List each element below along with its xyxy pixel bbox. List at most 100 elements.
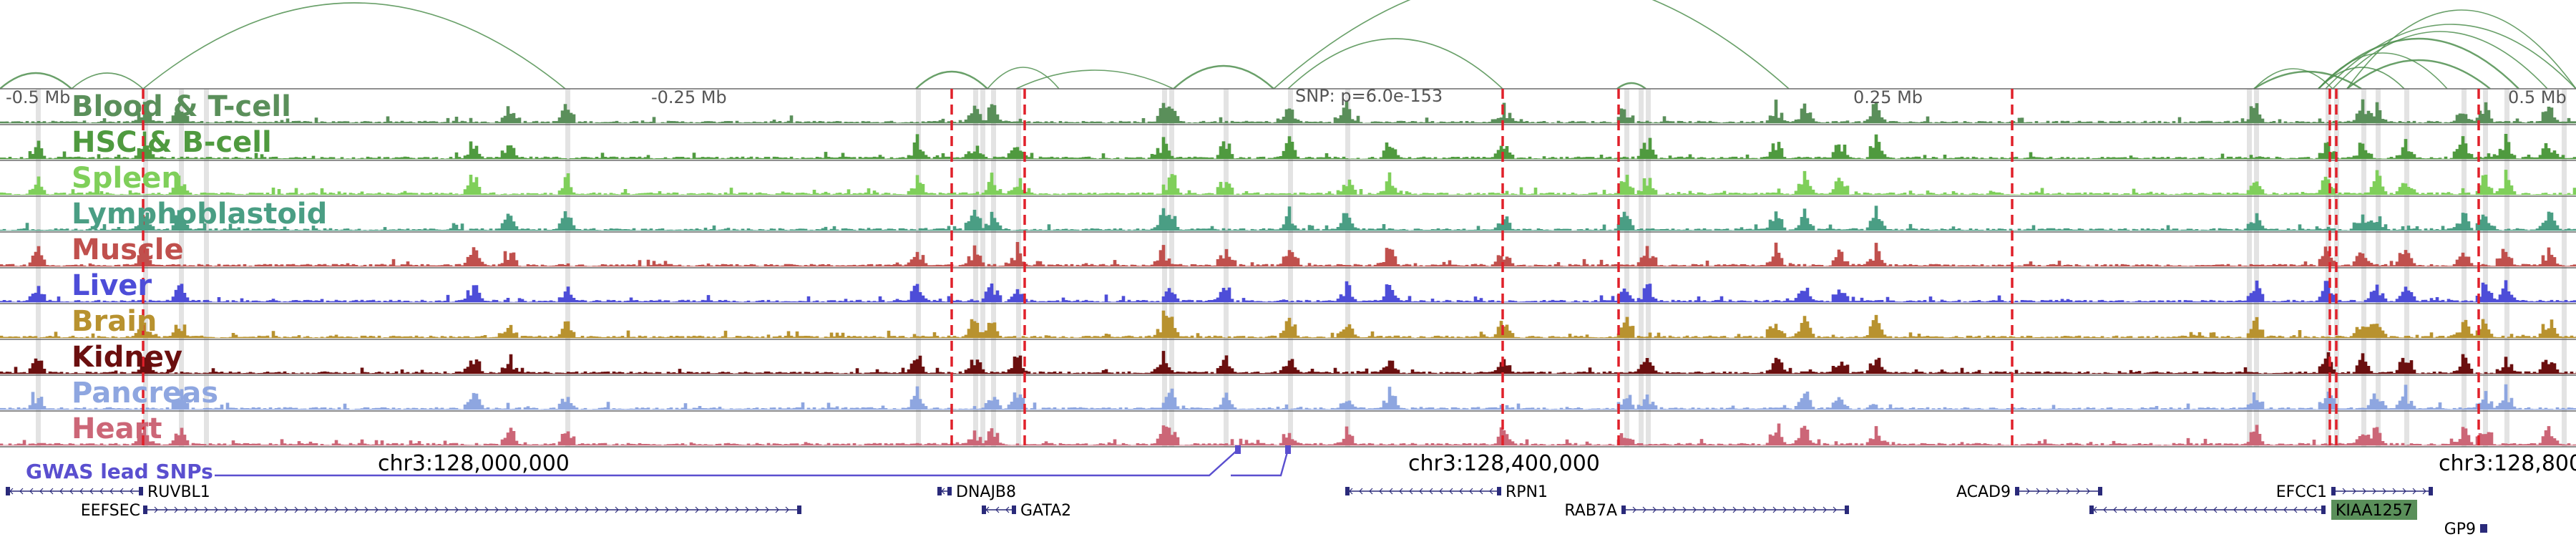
signal-peaks — [0, 310, 2576, 339]
exon — [2015, 487, 2019, 495]
scale-label-mid-right: 0.25 Mb — [1853, 87, 1923, 107]
strand-chevron — [164, 506, 168, 513]
strand-chevron — [234, 506, 238, 513]
signal-track — [0, 339, 2576, 374]
strand-chevron — [665, 506, 669, 513]
strand-chevron — [1702, 506, 1707, 513]
strand-chevron — [174, 506, 178, 513]
strand-chevron — [2153, 506, 2157, 513]
exon — [143, 505, 147, 514]
track-label: Kidney — [72, 341, 182, 374]
strand-chevron — [2203, 506, 2207, 513]
strand-chevron — [2046, 488, 2050, 495]
signal-track — [0, 195, 2576, 231]
interaction-arc — [2325, 24, 2576, 90]
exon — [1497, 487, 1501, 495]
signal-peaks — [0, 351, 2576, 374]
strand-chevron — [2036, 488, 2040, 495]
strand-chevron — [324, 506, 328, 513]
strand-chevron — [79, 488, 84, 495]
strand-chevron — [1005, 506, 1010, 513]
gene-label: RUVBL1 — [147, 483, 210, 501]
strand-chevron — [2412, 488, 2416, 495]
strand-chevron — [2283, 506, 2288, 513]
strand-chevron — [565, 506, 569, 513]
strand-chevron — [1802, 506, 1807, 513]
strand-chevron — [1732, 506, 1737, 513]
signal-track — [0, 160, 2576, 195]
strand-chevron — [394, 506, 399, 513]
gene-label: GATA2 — [1020, 502, 1071, 520]
strand-chevron — [19, 488, 24, 495]
strand-chevron — [364, 506, 369, 513]
interaction-arc — [987, 67, 1060, 90]
signal-peaks — [0, 205, 2576, 231]
scale-label-mid-left: -0.25 Mb — [651, 87, 727, 107]
track-label: Liver — [72, 269, 152, 302]
signal-peaks — [0, 280, 2576, 303]
signal-track — [0, 410, 2576, 446]
strand-chevron — [504, 506, 509, 513]
strand-chevron — [1409, 488, 1413, 495]
strand-chevron — [735, 506, 739, 513]
strand-chevron — [89, 488, 94, 495]
strand-chevron — [615, 506, 619, 513]
strand-chevron — [2056, 488, 2060, 495]
strand-chevron — [645, 506, 649, 513]
strand-chevron — [2183, 506, 2187, 513]
gene: RUVBL1 — [6, 483, 210, 501]
exon — [2331, 487, 2336, 495]
strand-chevron — [2026, 488, 2030, 495]
strand-chevron — [434, 506, 439, 513]
strand-chevron — [294, 506, 298, 513]
strand-chevron — [1399, 488, 1403, 495]
strand-chevron — [525, 506, 529, 513]
interaction-arc — [1287, 38, 1503, 90]
track-label: Heart — [72, 412, 162, 445]
strand-chevron — [695, 506, 699, 513]
strand-chevron — [374, 506, 379, 513]
signal-track — [0, 303, 2576, 339]
signal-track — [0, 88, 2576, 124]
strand-chevron — [99, 488, 104, 495]
strand-chevron — [109, 488, 114, 495]
strand-chevron — [1712, 506, 1717, 513]
strand-chevron — [535, 506, 539, 513]
strand-chevron — [1742, 506, 1747, 513]
strand-chevron — [2273, 506, 2278, 513]
strand-chevron — [995, 506, 1000, 513]
gene-label: EEFSEC — [81, 502, 140, 520]
exon — [2480, 524, 2484, 533]
gene: ACAD9 — [1956, 483, 2102, 501]
strand-chevron — [474, 506, 479, 513]
exon — [2483, 524, 2487, 533]
strand-chevron — [2402, 488, 2406, 495]
strand-chevron — [69, 488, 74, 495]
exon — [139, 487, 143, 495]
strand-chevron — [1449, 488, 1453, 495]
track-label: HSC & B-cell — [72, 126, 272, 159]
coordinate-label-3: chr3:128,800 — [2439, 451, 2576, 476]
strand-chevron — [214, 506, 218, 513]
gene-label: DNAJB8 — [956, 483, 1016, 501]
exon — [947, 487, 952, 495]
gwas-snp-mark — [1235, 445, 1241, 454]
interaction-arc — [71, 72, 144, 90]
strand-chevron — [2352, 488, 2356, 495]
gene: EEFSEC — [81, 502, 801, 520]
strand-chevron — [39, 488, 44, 495]
strand-chevron — [1479, 488, 1483, 495]
interaction-arc — [2346, 9, 2576, 90]
strand-chevron — [119, 488, 124, 495]
signal-peaks — [0, 384, 2576, 410]
strand-chevron — [545, 506, 549, 513]
strand-chevron — [2382, 488, 2386, 495]
strand-chevron — [2213, 506, 2218, 513]
interaction-arc — [1015, 69, 1174, 90]
strand-chevron — [1469, 488, 1473, 495]
strand-chevron — [2086, 488, 2090, 495]
gene-label: EFCC1 — [2276, 483, 2327, 501]
signal-peaks — [0, 170, 2576, 195]
interaction-arc — [1616, 82, 1646, 90]
